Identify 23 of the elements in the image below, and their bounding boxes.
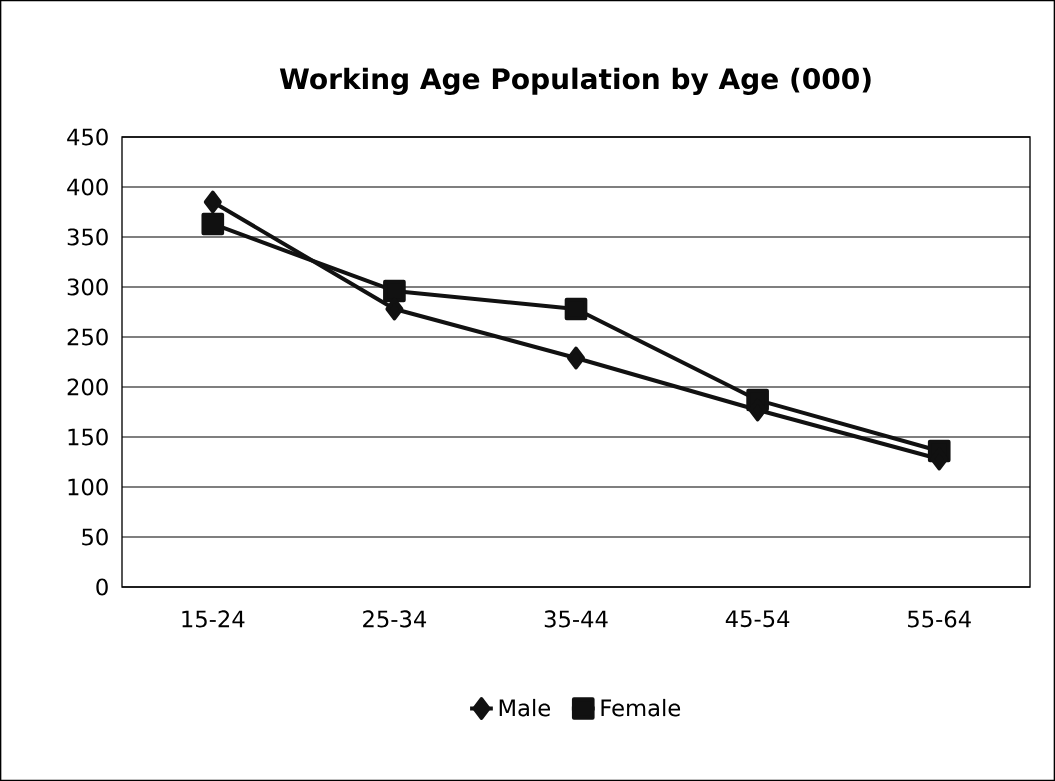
- chart-title: Working Age Population by Age (000): [279, 67, 871, 95]
- point: [564, 297, 588, 321]
- point: [567, 346, 586, 370]
- y-tick-label: 450: [67, 128, 108, 146]
- y-tick-label: 400: [67, 178, 108, 196]
- x-tick-label: 35-44: [544, 610, 608, 628]
- y-tick-label: 0: [96, 578, 108, 596]
- legend-label: Male: [499, 698, 551, 717]
- y-tick-label: 250: [67, 328, 108, 346]
- x-tick-label: 25-34: [363, 610, 427, 628]
- x-tick-label: 45-54: [725, 610, 790, 628]
- point: [383, 279, 406, 303]
- x-tick-label: 55-64: [908, 610, 971, 628]
- y-tick-label: 300: [67, 278, 108, 296]
- y-tick-label: 200: [67, 378, 108, 396]
- point: [203, 190, 222, 214]
- x-tick-label: 15-24: [182, 610, 245, 628]
- y-tick-label: 150: [68, 428, 108, 446]
- point: [201, 212, 225, 236]
- y-tick-label: 100: [68, 478, 108, 496]
- y-tick-label: 50: [82, 528, 108, 546]
- legend-label: Female: [601, 698, 681, 717]
- y-tick-label: 350: [67, 228, 108, 246]
